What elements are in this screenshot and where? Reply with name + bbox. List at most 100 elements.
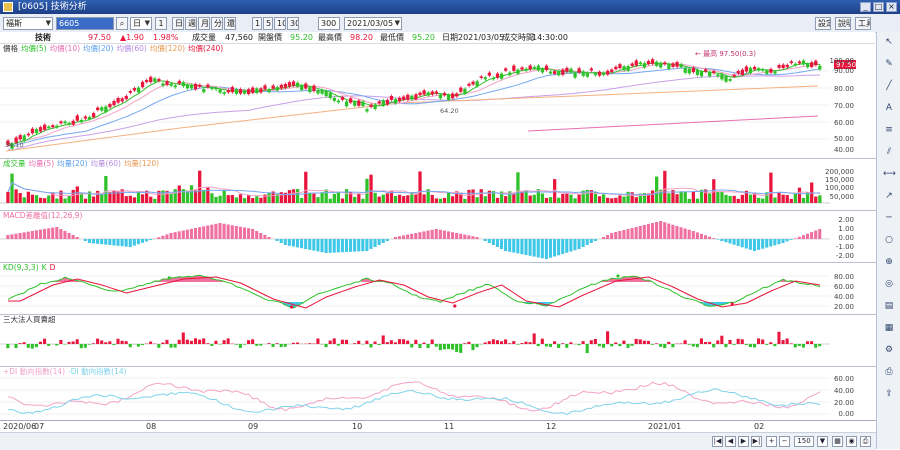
cursor-icon[interactable]: ↖ [883,36,895,48]
institutional-bar [728,340,731,344]
channel-icon[interactable]: ⫽ [883,146,895,158]
scroll-first-icon[interactable]: |◀ [712,436,723,447]
pen-icon[interactable]: ✎ [883,58,895,70]
period-day-button[interactable]: 日 [172,17,184,30]
search-button[interactable]: ⌕ [116,17,128,30]
period-minute-button[interactable]: 分 [211,17,223,30]
macd-bar [418,232,421,239]
legend-item[interactable]: 均量(120) [124,159,159,168]
legend-item[interactable]: MACD差離值(12,26,9) [3,211,82,220]
camera-icon[interactable]: ◉ [846,436,857,447]
settings-button[interactable]: 設定 [815,17,831,30]
legend-item[interactable]: D [50,263,56,272]
ratio-1-button[interactable]: 1 [252,17,262,30]
legend-item[interactable]: +DI 動向指數(14) [3,367,65,376]
legend-item[interactable]: 均價(5) [21,44,47,53]
legend-item[interactable]: 均價(120) [150,44,185,53]
period-month-button[interactable]: 月 [198,17,210,30]
maximize-button[interactable]: □ [873,2,884,12]
price-panel[interactable]: 價格均價(5)均價(10)均價(20)均價(60)均價(120)均價(240) … [0,43,876,159]
macd-bar [537,239,540,257]
trend-icon[interactable]: ↗ [883,190,895,202]
legend-item[interactable]: 成交量 [3,159,26,168]
macd-bar [133,239,136,246]
help-button[interactable]: 說明 [835,17,851,30]
macd-bar [316,239,319,251]
macd-bar [333,239,336,253]
kd-chart[interactable] [0,262,876,314]
legend-item[interactable]: 均量(60) [91,159,121,168]
legend-item[interactable]: KD(9,3,3) [3,263,39,272]
grid-icon[interactable]: ▦ [883,322,895,334]
ruler-icon[interactable]: ⟷ [883,168,895,180]
date-select[interactable]: 2021/03/05▼ [344,17,402,30]
macd-bar [663,222,666,239]
tab-technical[interactable]: 技術 [35,32,51,43]
zoom-out-icon[interactable]: − [779,436,790,447]
step-button[interactable]: 1 [155,17,167,30]
legend-item[interactable]: 均量(5) [29,159,55,168]
legend-item[interactable]: K [42,263,47,272]
volume-bar [235,197,238,203]
printer-icon[interactable]: ⎙ [883,366,895,378]
close-button[interactable]: × [886,2,897,12]
legend-item[interactable]: 三大法人買賣超 [3,315,56,324]
eye-icon[interactable]: ◎ [883,278,895,290]
legend-item[interactable]: 均價(10) [50,44,80,53]
minimize-button[interactable]: _ [860,2,871,12]
line-icon[interactable]: ╱ [883,80,895,92]
zoom-in-icon[interactable]: + [766,436,777,447]
tools-button[interactable]: 工具 [855,17,871,30]
stock-select[interactable]: 福斯▼ [3,17,53,30]
code-input[interactable]: 6605 [56,17,114,30]
candle [206,85,209,88]
legend-item[interactable]: 均價(240) [188,44,223,53]
date-tick-label: 2020/06 [3,422,36,431]
candle [443,93,446,95]
scroll-last-icon[interactable]: ▶| [751,436,762,447]
macd-bar [165,234,168,239]
scroll-right-icon[interactable]: ▶ [738,436,749,447]
candle [161,83,164,85]
institutional-chart[interactable] [0,314,876,366]
period-select[interactable]: 日▼ [130,17,152,30]
layout-icon[interactable]: ▤ [883,300,895,312]
fib-icon[interactable]: ≡ [883,124,895,136]
legend-item[interactable]: 均價(60) [116,44,146,53]
count-input[interactable]: 300 [318,17,340,30]
period-adjust-button[interactable]: 還 [224,17,236,30]
macd-bar [765,239,768,248]
macd-chart[interactable] [0,210,876,262]
institutional-bar [100,340,103,344]
ratio-5-button[interactable]: 5 [263,17,273,30]
export-icon[interactable]: ⇪ [883,388,895,400]
institutional-panel[interactable]: 三大法人買賣超 [0,314,876,367]
legend-item[interactable]: 價格 [3,44,18,53]
macd-bar [761,239,764,249]
period-week-button[interactable]: 週 [185,17,197,30]
zoom-input[interactable]: 150 [794,436,814,447]
ratio-10-button[interactable]: 10 [274,17,286,30]
legend-item[interactable]: -DI 動向指數(14) [68,367,126,376]
volume-bar [108,192,111,203]
ratio-30-button[interactable]: 30 [287,17,299,30]
legend-item[interactable]: 均量(20) [57,159,87,168]
grid-toggle-icon[interactable]: ▦ [832,436,843,447]
dmi-chart[interactable] [0,366,876,420]
text-icon[interactable]: A [883,102,895,114]
scroll-left-icon[interactable]: ◀ [725,436,736,447]
magnet-icon[interactable]: ⊕ [883,256,895,268]
print-icon[interactable]: ⎙ [860,436,871,447]
legend-item[interactable]: 均價(20) [83,44,113,53]
chevron-down-icon[interactable]: ▼ [817,436,828,447]
macd-bar [353,239,356,252]
hline-icon[interactable]: ─ [883,212,895,224]
circle-icon[interactable]: ○ [883,234,895,246]
settings-icon[interactable]: ⚙ [883,344,895,356]
